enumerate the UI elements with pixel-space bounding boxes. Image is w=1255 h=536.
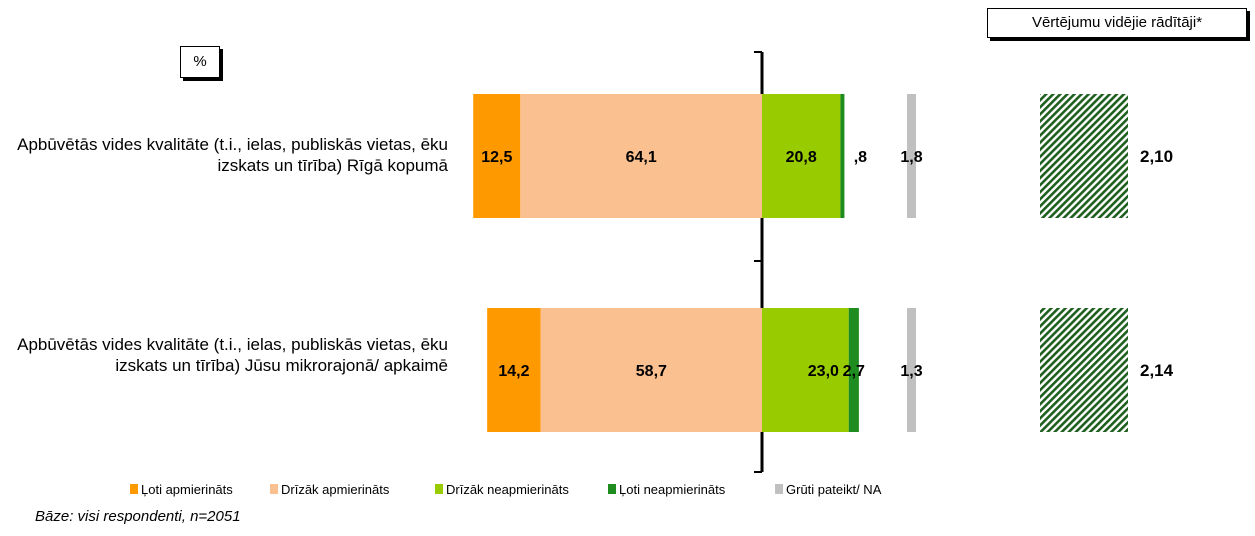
data-label: 20,8 [786,149,817,166]
legend-label: Drīzāk neapmierināts [446,482,569,497]
bar-segment [520,94,762,218]
bar-segment [487,308,541,432]
average-label: 2,14 [1140,361,1174,380]
data-label: 58,7 [636,363,667,380]
bar-segment [762,308,849,432]
category-label: Apbūvētās vides kvalitāte (t.i., ielas, … [17,135,448,175]
legend-label: Grūti pateikt/ NA [786,482,882,497]
category-label: Apbūvētās vides kvalitāte (t.i., ielas, … [17,335,448,375]
legend-label: Ļoti apmierināts [141,482,233,497]
data-label: 1,3 [900,363,922,380]
data-label: 23,0 [808,363,839,380]
data-label: 64,1 [626,149,657,166]
bar-segment [762,94,841,218]
bar-segment [848,308,859,432]
bar-segment [473,94,521,218]
data-label: ,8 [854,149,867,166]
legend-label: Drīzāk apmierināts [281,482,390,497]
data-label: 12,5 [481,149,512,166]
bar-segment [907,308,916,432]
unit-label: % [180,46,220,78]
average-label: 2,10 [1140,147,1173,166]
legend-swatch [435,484,443,494]
legend-label: Ļoti neapmierināts [619,482,726,497]
average-header: Vērtējumu vidējie rādītāji* [987,8,1247,38]
data-label: 14,2 [498,363,529,380]
bar-segment [840,94,845,218]
data-label: 1,8 [900,149,922,166]
bar-segment [540,308,762,432]
average-bar [1040,308,1128,432]
bar-segment [907,94,916,218]
legend-swatch [130,484,138,494]
data-label: 2,7 [843,363,865,380]
legend-swatch [270,484,278,494]
legend-swatch [775,484,783,494]
base-note: Bāze: visi respondenti, n=2051 [35,508,241,525]
average-bar [1040,94,1128,218]
legend-swatch [608,484,616,494]
